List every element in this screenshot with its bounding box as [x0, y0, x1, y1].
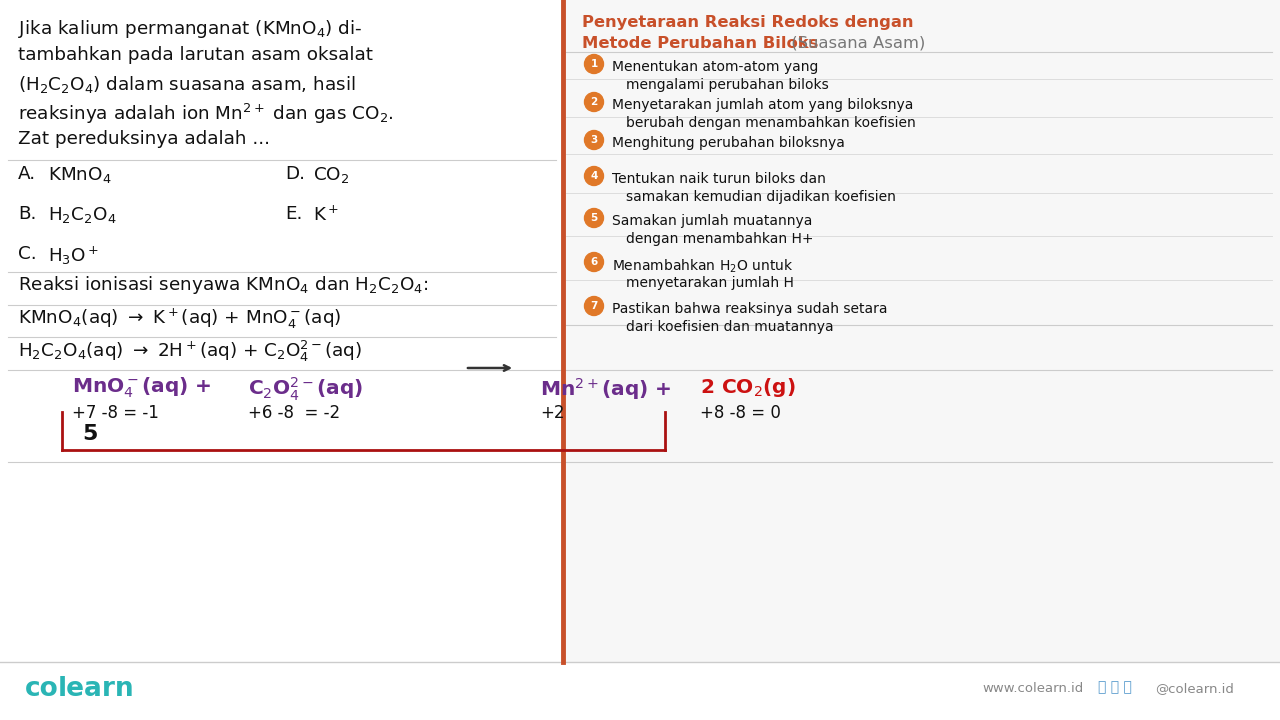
Text: reaksinya adalah ion Mn$^{2+}$ dan gas CO$_2$.: reaksinya adalah ion Mn$^{2+}$ dan gas C… — [18, 102, 394, 126]
Text: +6 -8  = -2: +6 -8 = -2 — [248, 404, 340, 422]
Text: 4: 4 — [590, 171, 598, 181]
Text: Mn$^{2+}$(aq) +: Mn$^{2+}$(aq) + — [540, 376, 672, 402]
Text: 2: 2 — [590, 97, 598, 107]
Text: K$^+$: K$^+$ — [314, 205, 339, 225]
Text: H$_3$O$^+$: H$_3$O$^+$ — [49, 245, 99, 267]
Text: C$_2$O$_4^{2-}$(aq): C$_2$O$_4^{2-}$(aq) — [248, 376, 364, 403]
Circle shape — [585, 253, 603, 271]
Text: 5: 5 — [590, 213, 598, 223]
Text: 5: 5 — [82, 424, 97, 444]
Circle shape — [585, 166, 603, 186]
Text: learn: learn — [58, 676, 134, 702]
Text: MnO$_4^-$(aq) +: MnO$_4^-$(aq) + — [72, 376, 211, 400]
Text: CO$_2$: CO$_2$ — [314, 165, 349, 185]
Text: 6: 6 — [590, 257, 598, 267]
Text: Samakan jumlah muatannya: Samakan jumlah muatannya — [612, 214, 812, 228]
Text: Jika kalium permanganat (KMnO$_4$) di-: Jika kalium permanganat (KMnO$_4$) di- — [18, 18, 362, 40]
Text: Menambahkan H$_2$O untuk: Menambahkan H$_2$O untuk — [612, 258, 794, 275]
Text: Metode Perubahan Biloks: Metode Perubahan Biloks — [582, 36, 818, 51]
Text: dari koefisien dan muatannya: dari koefisien dan muatannya — [626, 320, 833, 334]
Text: +2: +2 — [540, 404, 564, 422]
Text: (Suasana Asam): (Suasana Asam) — [786, 36, 925, 51]
Circle shape — [585, 130, 603, 150]
Text: Pastikan bahwa reaksinya sudah setara: Pastikan bahwa reaksinya sudah setara — [612, 302, 887, 316]
Text: 3: 3 — [590, 135, 598, 145]
Text: Menyetarakan jumlah atom yang biloksnya: Menyetarakan jumlah atom yang biloksnya — [612, 98, 913, 112]
Text: H$_2$C$_2$O$_4$: H$_2$C$_2$O$_4$ — [49, 205, 116, 225]
Text: ⬛ ⬛ ⬛: ⬛ ⬛ ⬛ — [1098, 680, 1132, 694]
Text: tambahkan pada larutan asam oksalat: tambahkan pada larutan asam oksalat — [18, 46, 372, 64]
Text: KMnO$_4$(aq) $\rightarrow$ K$^+$(aq) + MnO$_4^-$(aq): KMnO$_4$(aq) $\rightarrow$ K$^+$(aq) + M… — [18, 307, 342, 331]
Text: dengan menambahkan H+: dengan menambahkan H+ — [626, 232, 813, 246]
Text: berubah dengan menambahkan koefisien: berubah dengan menambahkan koefisien — [626, 116, 915, 130]
Text: A.: A. — [18, 165, 36, 183]
Text: +7 -8 = -1: +7 -8 = -1 — [72, 404, 159, 422]
Text: Zat pereduksinya adalah ...: Zat pereduksinya adalah ... — [18, 130, 270, 148]
Text: Menentukan atom-atom yang: Menentukan atom-atom yang — [612, 60, 818, 74]
Text: menyetarakan jumlah H: menyetarakan jumlah H — [626, 276, 794, 290]
Text: www.colearn.id: www.colearn.id — [982, 683, 1083, 696]
Text: Menghitung perubahan biloksnya: Menghitung perubahan biloksnya — [612, 136, 845, 150]
Text: H$_2$C$_2$O$_4$(aq) $\rightarrow$ 2H$^+$(aq) + C$_2$O$_4^{2-}$(aq): H$_2$C$_2$O$_4$(aq) $\rightarrow$ 2H$^+$… — [18, 339, 362, 364]
Text: D.: D. — [285, 165, 305, 183]
Text: B.: B. — [18, 205, 36, 223]
Text: mengalami perubahan biloks: mengalami perubahan biloks — [626, 78, 828, 92]
Text: KMnO$_4$: KMnO$_4$ — [49, 165, 111, 185]
Circle shape — [585, 297, 603, 315]
Text: Tentukan naik turun biloks dan: Tentukan naik turun biloks dan — [612, 172, 826, 186]
Text: 1: 1 — [590, 59, 598, 69]
Bar — [566, 0, 1280, 662]
Text: (H$_2$C$_2$O$_4$) dalam suasana asam, hasil: (H$_2$C$_2$O$_4$) dalam suasana asam, ha… — [18, 74, 356, 95]
Text: @colearn.id: @colearn.id — [1155, 683, 1234, 696]
Text: samakan kemudian dijadikan koefisien: samakan kemudian dijadikan koefisien — [626, 190, 896, 204]
Text: +8 -8 = 0: +8 -8 = 0 — [700, 404, 781, 422]
Circle shape — [585, 209, 603, 228]
Text: Penyetaraan Reaksi Redoks dengan: Penyetaraan Reaksi Redoks dengan — [582, 15, 914, 30]
Text: C.: C. — [18, 245, 37, 263]
Text: E.: E. — [285, 205, 302, 223]
Text: 7: 7 — [590, 301, 598, 311]
Text: 2 CO$_2$(g): 2 CO$_2$(g) — [700, 376, 796, 399]
Text: Reaksi ionisasi senyawa KMnO$_4$ dan H$_2$C$_2$O$_4$:: Reaksi ionisasi senyawa KMnO$_4$ dan H$_… — [18, 274, 429, 296]
Text: co: co — [26, 676, 59, 702]
Circle shape — [585, 92, 603, 112]
Circle shape — [585, 55, 603, 73]
